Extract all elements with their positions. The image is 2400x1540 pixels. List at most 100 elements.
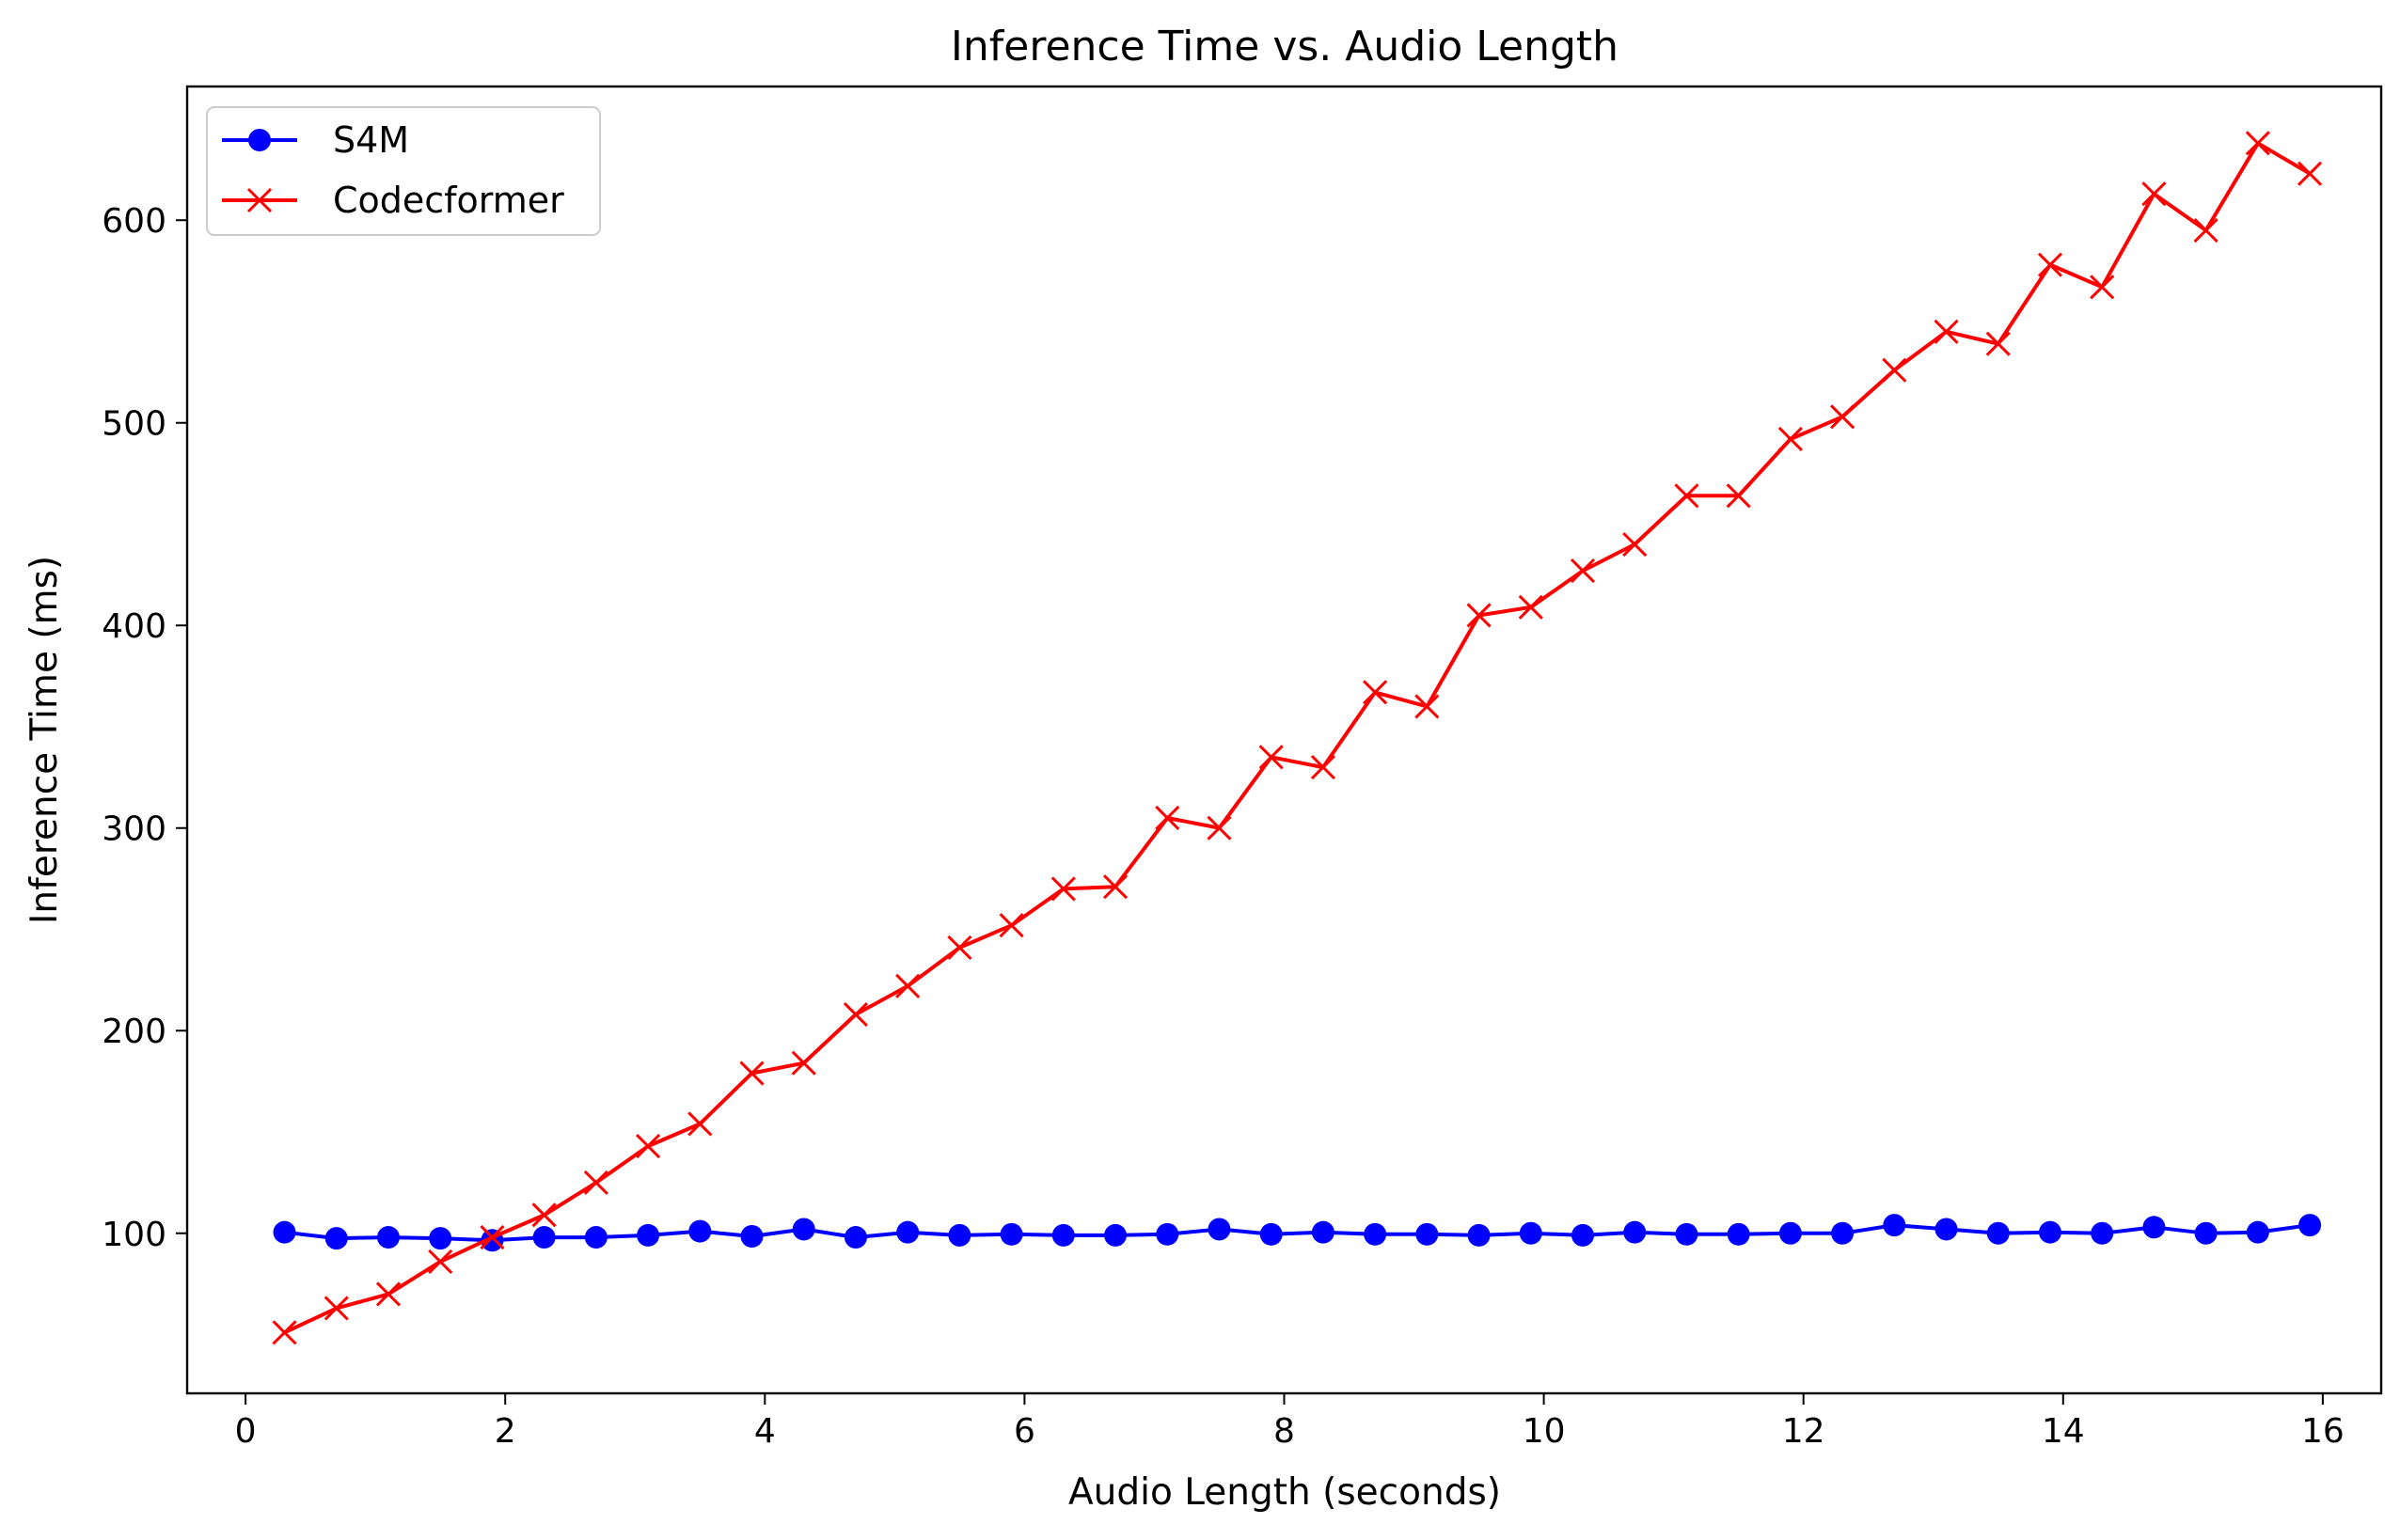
data-point-codecformer (1414, 694, 1440, 719)
data-point-s4m (844, 1226, 867, 1249)
data-point-codecformer (2193, 217, 2218, 244)
y-axis: 100 200 300 400 500 600 (102, 202, 187, 1254)
data-point-codecformer (1155, 805, 1180, 831)
x-tick-label: 14 (2042, 1412, 2085, 1451)
data-point-s4m (1364, 1222, 1387, 1246)
data-point-s4m (2142, 1216, 2166, 1239)
legend-marker-s4m (248, 129, 271, 151)
data-point-codecformer (2037, 252, 2063, 277)
x-axis-label: Audio Length (seconds) (1068, 1471, 1501, 1514)
data-point-codecformer (895, 973, 921, 998)
data-point-s4m (1051, 1223, 1075, 1247)
data-point-codecformer (739, 1061, 765, 1086)
data-point-s4m (1727, 1222, 1750, 1246)
data-point-s4m (896, 1220, 920, 1244)
data-point-codecformer (1570, 558, 1596, 584)
data-point-codecformer (480, 1225, 505, 1250)
data-point-codecformer (1466, 603, 1492, 628)
data-point-codecformer (272, 1320, 297, 1345)
x-tick-label: 0 (235, 1412, 257, 1451)
data-point-s4m (1000, 1222, 1023, 1246)
x-tick-label: 2 (495, 1412, 516, 1451)
data-point-codecformer (1622, 531, 1648, 558)
legend-label-s4m: S4M (333, 119, 409, 161)
data-point-codecformer (843, 1001, 869, 1028)
data-point-s4m (740, 1224, 764, 1248)
data-point-s4m (1156, 1222, 1179, 1246)
x-tick-label: 6 (1014, 1412, 1035, 1451)
series-codecformer (272, 131, 2323, 1345)
data-point-s4m (1519, 1221, 1542, 1245)
data-point-codecformer (2297, 161, 2323, 186)
x-axis: 0 2 4 6 8 10 12 14 16 (235, 1393, 2345, 1451)
data-point-s4m (688, 1219, 712, 1243)
data-point-s4m (1623, 1220, 1647, 1244)
data-point-s4m (2194, 1221, 2218, 1245)
data-point-s4m (584, 1226, 608, 1249)
y-tick-label: 600 (102, 202, 166, 241)
data-point-codecformer (1050, 876, 1076, 902)
data-point-codecformer (2141, 181, 2167, 207)
data-point-codecformer (375, 1281, 402, 1307)
data-point-codecformer (1985, 331, 2011, 356)
data-point-s4m (1208, 1218, 1231, 1241)
data-point-codecformer (947, 935, 972, 960)
data-point-codecformer (1258, 745, 1284, 770)
data-point-codecformer (1518, 594, 1543, 620)
plot-area (272, 131, 2323, 1345)
data-point-s4m (1311, 1220, 1334, 1244)
series-s4m (273, 1214, 2322, 1252)
data-point-codecformer (1882, 357, 1907, 383)
data-point-codecformer (1934, 319, 1959, 344)
data-point-s4m (1883, 1214, 1906, 1237)
data-point-codecformer (1363, 680, 1388, 705)
x-tick-label: 4 (754, 1412, 776, 1451)
data-point-s4m (2038, 1220, 2061, 1244)
data-point-codecformer (2245, 131, 2270, 156)
data-point-s4m (532, 1226, 556, 1249)
data-point-codecformer (1310, 755, 1335, 780)
data-point-s4m (637, 1223, 660, 1247)
data-point-s4m (1986, 1221, 2010, 1245)
data-point-codecformer (1674, 483, 1699, 509)
data-point-codecformer (324, 1296, 349, 1321)
data-point-codecformer (531, 1202, 557, 1228)
data-point-s4m (429, 1227, 452, 1250)
data-point-codecformer (636, 1134, 661, 1159)
x-tick-label: 16 (2301, 1412, 2345, 1451)
data-point-s4m (1259, 1222, 1283, 1246)
data-point-s4m (1571, 1223, 1595, 1247)
series-line-s4m (284, 1223, 2311, 1243)
data-point-s4m (376, 1226, 400, 1249)
series-line-codecformer (283, 141, 2312, 1335)
y-axis-label: Inference Time (ms) (24, 556, 66, 924)
data-point-s4m (2246, 1220, 2269, 1244)
legend-marker-codecformer (246, 187, 273, 213)
y-tick-label: 300 (102, 810, 166, 849)
data-point-codecformer (1102, 874, 1129, 900)
x-tick-label: 12 (1782, 1412, 1825, 1451)
data-point-s4m (1415, 1222, 1439, 1246)
legend-box (206, 106, 601, 236)
data-point-s4m (948, 1223, 971, 1247)
data-point-codecformer (428, 1249, 453, 1274)
y-tick-label: 100 (102, 1216, 166, 1254)
data-point-s4m (2298, 1214, 2322, 1237)
data-point-s4m (1467, 1223, 1491, 1247)
data-point-codecformer (1830, 404, 1855, 430)
data-point-codecformer (1207, 815, 1232, 841)
data-point-codecformer (583, 1170, 608, 1195)
data-point-s4m (2091, 1221, 2114, 1245)
data-point-s4m (1104, 1223, 1128, 1247)
data-point-s4m (792, 1218, 815, 1241)
data-point-s4m (273, 1220, 296, 1244)
data-point-s4m (324, 1227, 348, 1250)
y-tick-label: 500 (102, 405, 166, 444)
y-tick-label: 200 (102, 1013, 166, 1051)
x-tick-label: 10 (1523, 1412, 1566, 1451)
chart-title: Inference Time vs. Audio Length (951, 23, 1618, 71)
data-point-codecformer (999, 913, 1024, 938)
legend-label-codecformer: Codecformer (333, 180, 564, 221)
x-tick-label: 8 (1273, 1412, 1295, 1451)
